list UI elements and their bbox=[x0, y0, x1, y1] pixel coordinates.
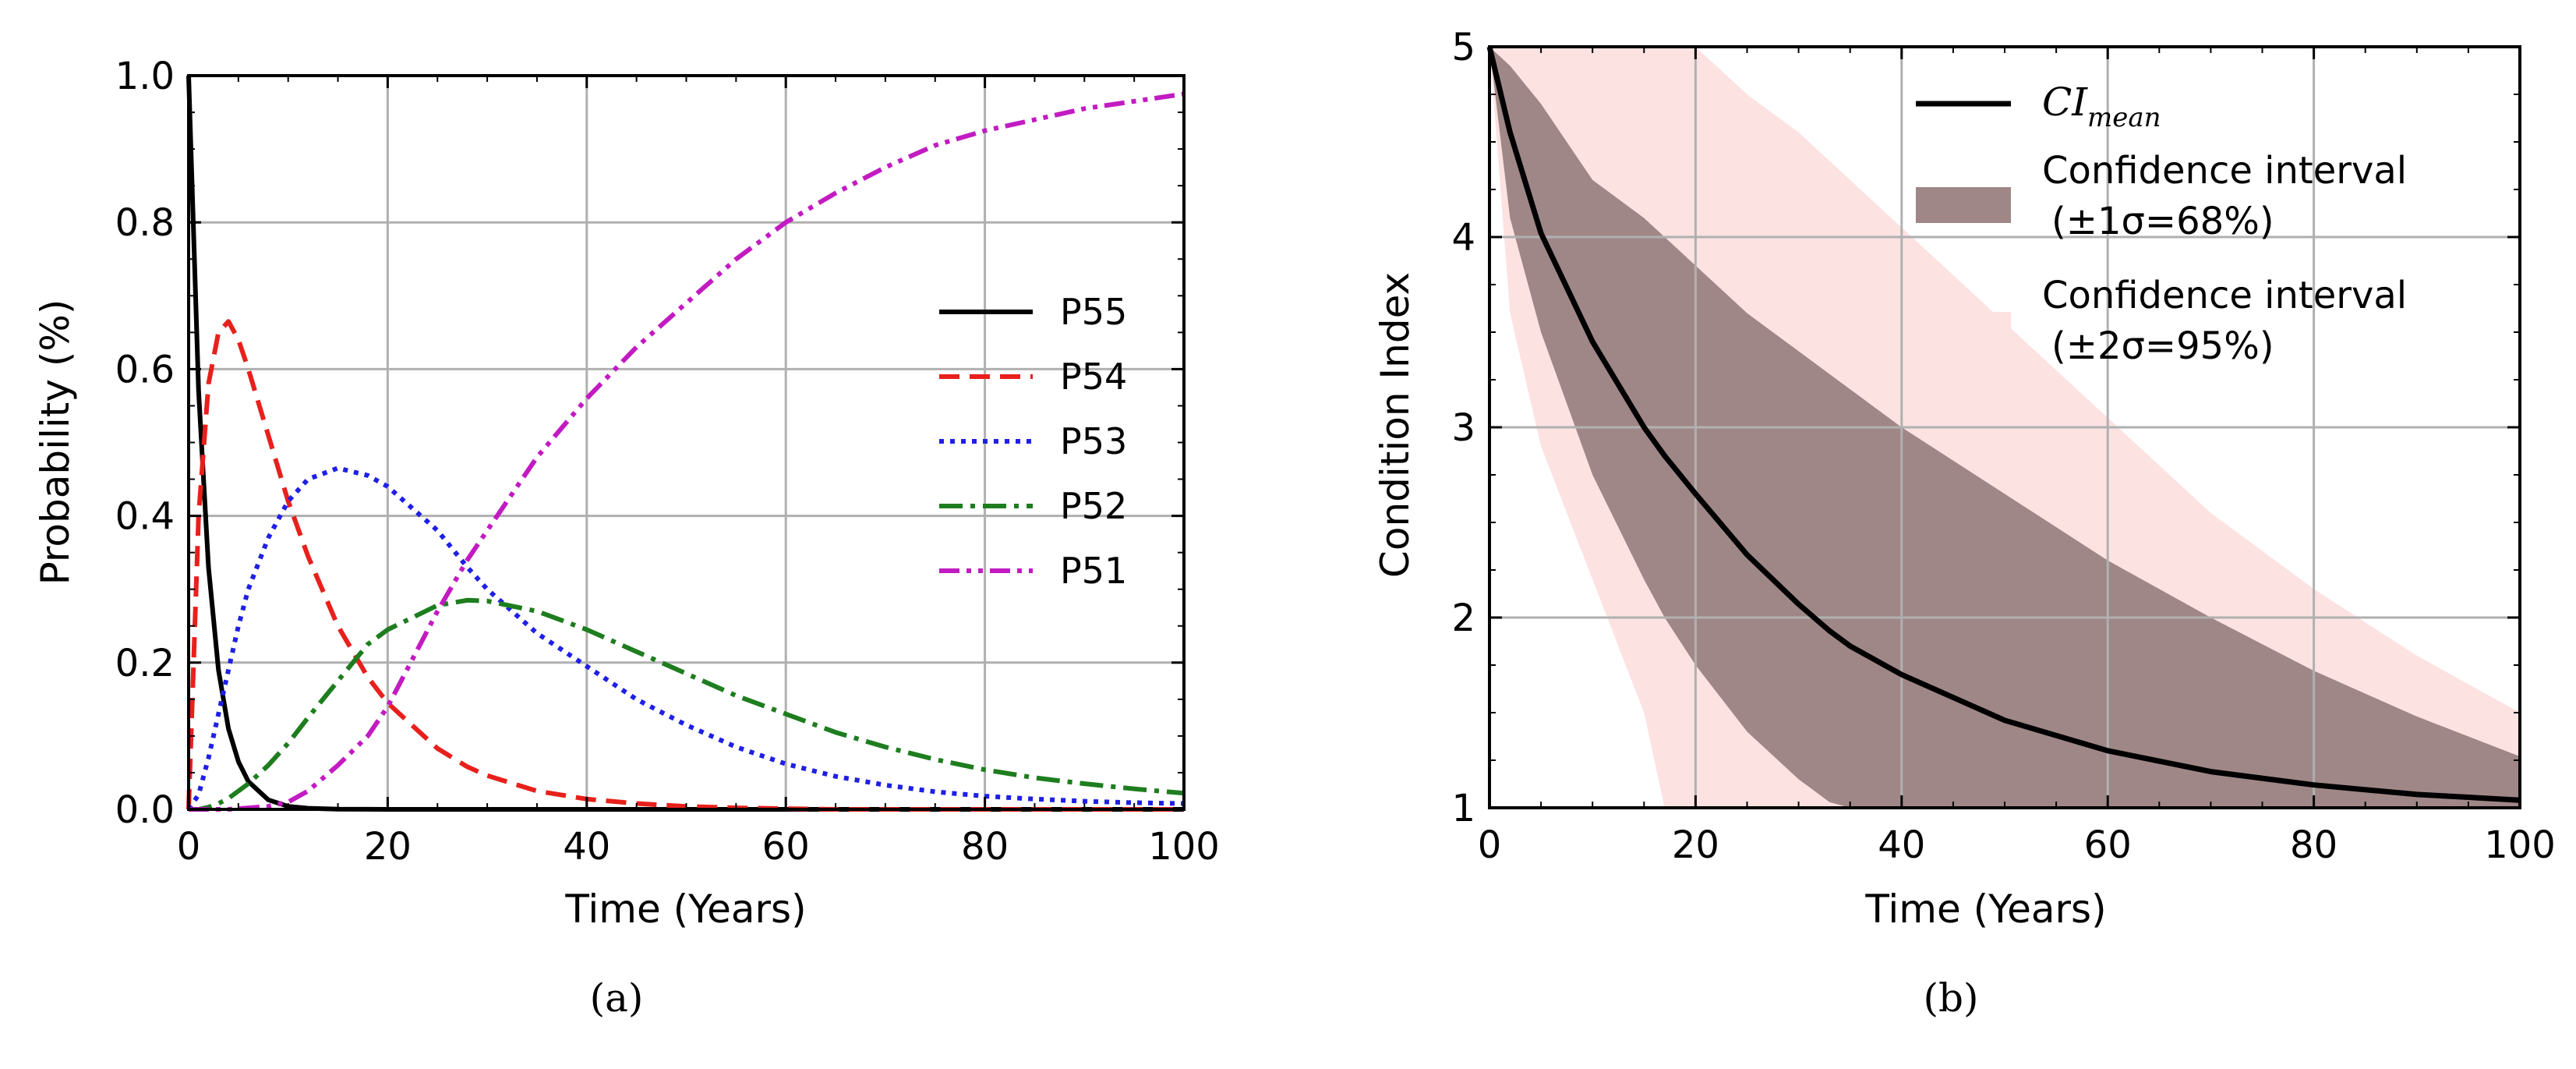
b-gridlines bbox=[1489, 47, 2520, 808]
a-y-tick-label: 0.4 bbox=[115, 495, 175, 539]
a-legend-item-p54: P54 bbox=[939, 356, 1127, 398]
b-x-tick-label: 60 bbox=[2084, 823, 2132, 867]
a-y-tick-label: 0.2 bbox=[115, 642, 175, 685]
b-x-tick-label: 0 bbox=[1478, 823, 1502, 867]
b-legend-mean-subscript: mean bbox=[2087, 102, 2161, 133]
b-y-tick-label: 3 bbox=[1451, 406, 1475, 450]
a-legend-item-p51: P51 bbox=[939, 550, 1127, 592]
a-legend-label-p52: P52 bbox=[1060, 485, 1127, 527]
b-x-tick-label: 40 bbox=[1878, 823, 1925, 867]
b-tick-labels: 0 20 40 60 80 100 1 2 3 4 5 bbox=[1451, 26, 2555, 867]
a-caption: (a) bbox=[590, 975, 644, 1021]
a-tick-labels: 0 20 40 60 80 100 0.0 0.2 0.4 0.6 0.8 1.0 bbox=[115, 55, 1220, 869]
a-x-tick-label: 0 bbox=[177, 825, 201, 869]
a-series-p54 bbox=[186, 319, 1184, 812]
a-x-tick-label: 80 bbox=[961, 825, 1009, 869]
a-y-tick-label: 0.8 bbox=[115, 201, 175, 245]
b-legend-label-mean: CImean bbox=[2042, 80, 2161, 133]
a-y-tick-label: 1.0 bbox=[115, 55, 175, 98]
b-x-tick-label: 20 bbox=[1672, 823, 1719, 867]
b-legend: CImean Confidence interval (±1σ=68%) Con… bbox=[1916, 80, 2407, 368]
a-x-tick-label: 40 bbox=[563, 825, 610, 869]
a-y-tick-label: 0.6 bbox=[115, 348, 175, 391]
a-legend-label-p55: P55 bbox=[1060, 291, 1127, 333]
a-legend: P55 P54 P53 P52 P51 bbox=[939, 291, 1127, 592]
b-caption: (b) bbox=[1923, 975, 1978, 1021]
a-legend-label-p54: P54 bbox=[1060, 356, 1127, 398]
b-legend-item-mean: CImean bbox=[1916, 80, 2161, 133]
a-legend-item-p52: P52 bbox=[939, 485, 1127, 527]
a-plot-frame bbox=[187, 74, 1186, 811]
a-y-axis-label: Probability (%) bbox=[33, 299, 78, 586]
b-legend-item-1sigma: Confidence interval (±1σ=68%) bbox=[1916, 149, 2407, 243]
b-y-tick-label: 1 bbox=[1451, 787, 1475, 830]
b-x-tick-label: 80 bbox=[2290, 823, 2337, 867]
a-legend-item-p53: P53 bbox=[939, 420, 1127, 462]
a-x-tick-label: 60 bbox=[762, 825, 810, 869]
a-gridlines bbox=[189, 76, 1184, 809]
a-ticks bbox=[187, 74, 1186, 811]
a-series-p55 bbox=[186, 75, 1184, 812]
a-x-axis-label: Time (Years) bbox=[564, 887, 806, 932]
a-legend-label-p51: P51 bbox=[1060, 550, 1127, 592]
b-legend-swatch-1sigma bbox=[1916, 187, 2011, 223]
a-series-p51 bbox=[189, 91, 1185, 812]
panel-b: 0 20 40 60 80 100 1 2 3 4 5 Time (Years) Condition… bbox=[1373, 26, 2556, 1021]
b-legend-detail-1sigma: (±1σ=68%) bbox=[2051, 200, 2274, 243]
b-x-axis-label: Time (Years) bbox=[1864, 887, 2106, 932]
a-x-tick-label: 100 bbox=[1148, 825, 1220, 869]
a-series-lines bbox=[186, 75, 1185, 812]
a-y-tick-label: 0.0 bbox=[115, 788, 175, 832]
panel-a: 0 20 40 60 80 100 0.0 0.2 0.4 0.6 0.8 1.0 Time (Yea… bbox=[33, 55, 1220, 1021]
b-y-tick-label: 4 bbox=[1451, 216, 1475, 260]
b-legend-mean-name: CI bbox=[2042, 80, 2088, 125]
b-legend-label-2sigma: Confidence interval bbox=[2042, 274, 2407, 317]
b-mean-line bbox=[1486, 46, 2521, 803]
b-series-ci-mean bbox=[1486, 46, 2521, 803]
a-legend-item-p55: P55 bbox=[939, 291, 1127, 333]
b-y-tick-label: 2 bbox=[1451, 596, 1475, 640]
b-y-tick-label: 5 bbox=[1451, 26, 1475, 69]
b-x-tick-label: 100 bbox=[2484, 823, 2556, 867]
b-legend-swatch-2sigma bbox=[1916, 312, 2011, 348]
a-legend-label-p53: P53 bbox=[1060, 420, 1127, 462]
b-ticks bbox=[1488, 45, 2521, 809]
a-series-p53 bbox=[186, 465, 1185, 811]
b-legend-item-2sigma: Confidence interval (±2σ=95%) bbox=[1916, 274, 2407, 368]
b-legend-detail-2sigma: (±2σ=95%) bbox=[2051, 324, 2274, 368]
a-x-tick-label: 20 bbox=[364, 825, 412, 869]
b-y-axis-label: Condition Index bbox=[1373, 272, 1418, 578]
a-series-p52 bbox=[189, 597, 1185, 812]
b-legend-label-1sigma: Confidence interval bbox=[2042, 149, 2407, 193]
